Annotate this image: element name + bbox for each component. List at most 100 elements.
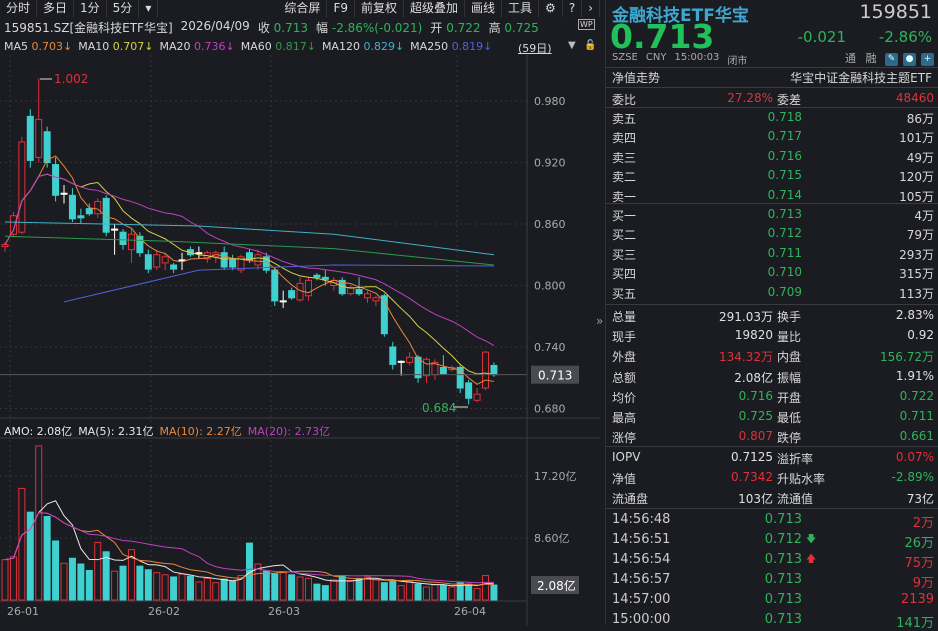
chevron-right-icon[interactable]: ›: [582, 0, 600, 17]
candle-body: [60, 192, 68, 195]
candle: [195, 246, 203, 259]
volume-bar: [136, 565, 144, 601]
bid-row[interactable]: 买一 0.713 4万: [612, 205, 934, 224]
draw-button[interactable]: 画线: [465, 0, 503, 17]
tab-5min[interactable]: 5分: [107, 0, 140, 17]
ma-legend: MA5 0.703↓ MA10 0.707↓ MA20 0.736↓ MA60 0.8…: [4, 40, 492, 53]
ask-row[interactable]: 卖四 0.717 101万: [612, 127, 934, 146]
stat-row: 净值 0.7342 升贴水率 -2.89%: [612, 468, 934, 487]
weibi-value: 27.28%: [727, 91, 773, 105]
tools-button[interactable]: 工具: [502, 0, 540, 17]
stat-row: 均价 0.716 开盘 0.722: [612, 387, 934, 406]
ma-legend-item: MA250 0.819↓: [410, 40, 492, 53]
ask-volume: 86万: [906, 112, 934, 126]
tick-volume: 75万: [904, 556, 934, 571]
candle: [482, 351, 490, 391]
stat-label: 升贴水率: [777, 472, 826, 487]
period-count[interactable]: (59日): [518, 42, 552, 55]
stat-label: 总额: [612, 370, 637, 385]
stat-row: 总量 291.03万 换手 2.83%: [612, 306, 934, 325]
high-value: 0.725: [504, 21, 539, 35]
volume-bar: [482, 575, 490, 601]
bid-row[interactable]: 买五 0.709 113万: [612, 283, 934, 302]
weicha-value: 48460: [895, 91, 934, 105]
ma-legend-item: MA20 0.736↓: [159, 40, 234, 53]
tab-1min[interactable]: 1分: [74, 0, 107, 17]
stat-value: 156.72万: [880, 350, 934, 365]
triangle-down-icon[interactable]: ▼: [568, 40, 576, 51]
overlay-button[interactable]: 超级叠加: [404, 0, 466, 17]
connect-flag: 通: [845, 52, 856, 65]
candle-body: [254, 254, 262, 266]
wp-icon[interactable]: WP: [578, 19, 595, 30]
nav-trend-link[interactable]: 净值走势: [612, 71, 661, 85]
tab-intraday[interactable]: 分时: [0, 0, 38, 17]
f9-button[interactable]: F9: [327, 0, 355, 17]
margin-flag: 融: [865, 52, 877, 65]
volume-bar: [347, 580, 355, 601]
candle-body: [439, 367, 447, 375]
ask-row[interactable]: 卖五 0.718 86万: [612, 108, 934, 127]
quote-time: 15:00:03: [674, 52, 720, 63]
volume-bar: [262, 570, 270, 601]
candle: [363, 290, 371, 303]
volume-bar: [229, 580, 237, 601]
ask-volume: 105万: [899, 189, 934, 204]
stat-row: 现手 19820 量比 0.92: [612, 326, 934, 345]
candle: [347, 285, 355, 296]
stat-value: 2.08亿: [734, 370, 773, 385]
candle-body: [35, 118, 43, 158]
lock-icon[interactable]: 🔓: [584, 40, 597, 51]
stat-value: 19820: [734, 328, 773, 343]
tick-volume: 141万: [896, 616, 934, 631]
candle-body: [229, 259, 237, 268]
candle-body: [355, 289, 363, 295]
volume-bar: [186, 575, 194, 601]
stat-value: 2.83%: [895, 308, 934, 322]
ask-row[interactable]: 卖三 0.716 49万: [612, 147, 934, 166]
kline-chart[interactable]: 0.980 0.920 0.860 0.800 0.740 0.680 17.20亿 8.60…: [0, 0, 600, 625]
adjust-button[interactable]: 前复权: [355, 0, 404, 17]
bid-price: 0.711: [767, 245, 802, 260]
volume-bar: [296, 576, 304, 601]
ask-row[interactable]: 卖二 0.715 120万: [612, 166, 934, 185]
volume-bar: [127, 549, 135, 601]
candle-body: [127, 233, 135, 251]
candle: [220, 246, 228, 271]
ask-row[interactable]: 卖一 0.714 105万: [612, 186, 934, 205]
stat-row: 外盘 134.32万 内盘 156.72万: [612, 346, 934, 365]
gear-icon[interactable]: ⚙: [539, 0, 563, 17]
add-icon[interactable]: +: [921, 52, 934, 66]
candle-body: [220, 252, 228, 268]
date-label: 2026/04/09: [180, 19, 250, 33]
candle: [77, 208, 85, 224]
weibi-row: 委比 27.28% 委差 48460: [612, 89, 934, 108]
date-label: 26-01: [7, 605, 39, 618]
alert-icon[interactable]: ●: [903, 52, 916, 66]
ask-price: 0.718: [767, 110, 802, 124]
tick-price: 0.713: [764, 592, 802, 607]
volume-bar: [111, 570, 119, 601]
bid-row[interactable]: 买四 0.710 315万: [612, 263, 934, 282]
edit-icon[interactable]: ✎: [885, 52, 898, 66]
candle: [279, 290, 287, 309]
stat-value: 0.807: [738, 429, 773, 444]
collapse-panel-icon[interactable]: »: [596, 314, 604, 328]
margin-flags: 通 融 ✎ ● +: [845, 50, 934, 66]
candle-body: [490, 364, 498, 376]
stat-label: 均价: [612, 390, 637, 405]
candle-body: [406, 356, 414, 363]
bid-volume: 293万: [899, 247, 934, 262]
candle-body: [271, 269, 279, 302]
bid-row[interactable]: 买二 0.712 79万: [612, 224, 934, 243]
bid-volume: 4万: [914, 209, 934, 223]
help-icon[interactable]: ?: [563, 0, 583, 17]
stat-row: 最高 0.725 最低 0.711: [612, 407, 934, 426]
period-dropdown-icon[interactable]: ▾: [139, 0, 159, 17]
candle: [18, 136, 26, 235]
composite-screen-button[interactable]: 综合屏: [278, 0, 328, 17]
tab-multiday[interactable]: 多日: [37, 0, 75, 17]
volume-bar: [448, 586, 456, 601]
candle-body: [178, 259, 186, 262]
bid-row[interactable]: 买三 0.711 293万: [612, 244, 934, 263]
